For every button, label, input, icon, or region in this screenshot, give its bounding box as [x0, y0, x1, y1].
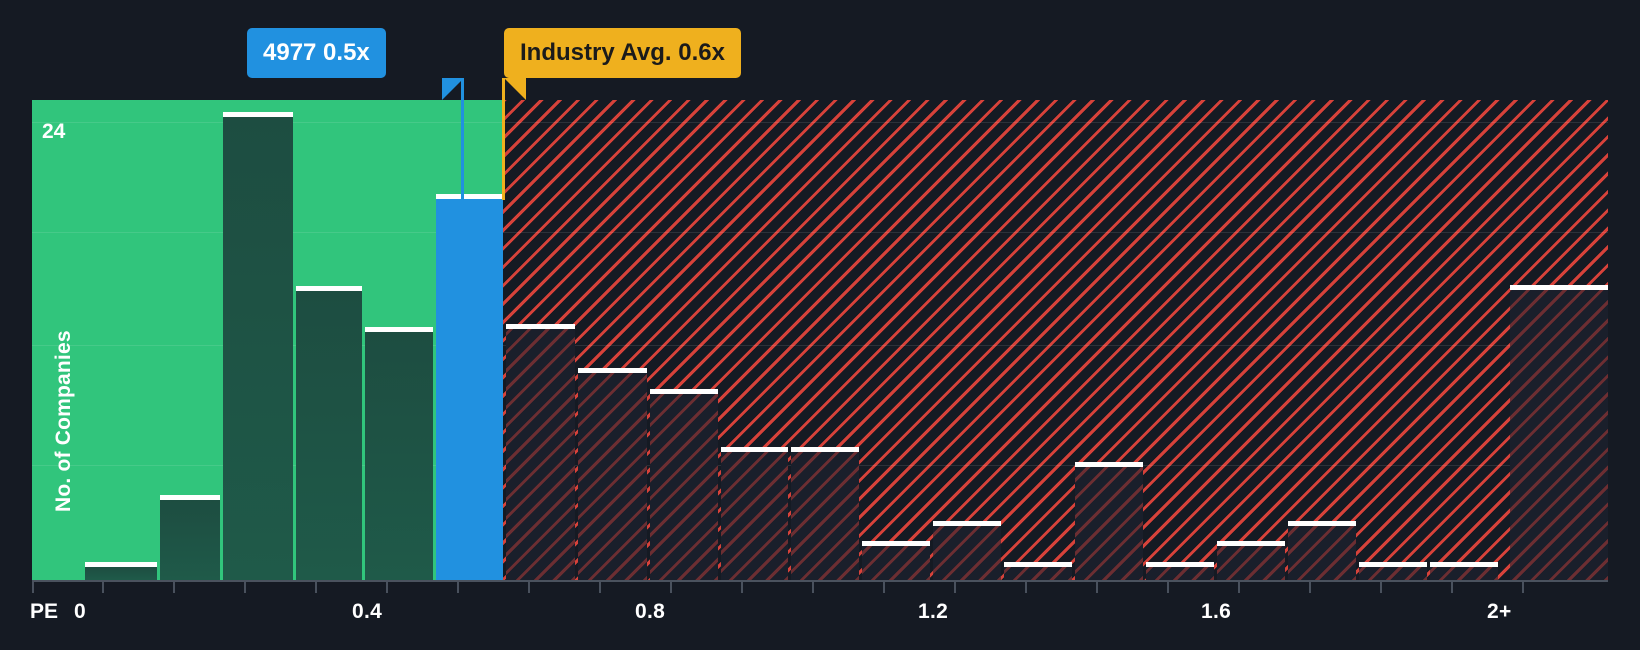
expensive-region	[503, 100, 1608, 580]
company-callout[interactable]: 4977 0.5x	[247, 28, 386, 78]
x-tick	[173, 582, 175, 593]
gridline	[32, 122, 1608, 123]
industry-callout-label: Industry Avg. 0.6x	[520, 39, 725, 66]
x-tick	[1167, 582, 1169, 593]
bar-14[interactable]	[1075, 462, 1143, 580]
gridline	[32, 345, 1608, 346]
x-tick	[1309, 582, 1311, 593]
industry-callout[interactable]: Industry Avg. 0.6x	[504, 28, 741, 78]
bar-12[interactable]	[933, 521, 1001, 580]
x-tick	[741, 582, 743, 593]
x-tick-label-0-4: 0.4	[352, 600, 383, 623]
plot-area: No. of Companies	[32, 100, 1608, 580]
bar-2[interactable]	[223, 112, 293, 580]
bar-8[interactable]	[650, 389, 718, 580]
x-tick	[883, 582, 885, 593]
x-tick	[528, 582, 530, 593]
x-tick	[244, 582, 246, 593]
x-tick	[1238, 582, 1240, 593]
bar-1[interactable]	[160, 495, 220, 580]
x-tick	[1380, 582, 1382, 593]
industry-marker-line	[502, 78, 505, 200]
x-tick	[1025, 582, 1027, 593]
x-axis-line	[32, 580, 1608, 582]
bar-15[interactable]	[1146, 562, 1214, 580]
x-tick	[1522, 582, 1524, 593]
x-tick-label-0-8: 0.8	[635, 600, 666, 623]
bar-9[interactable]	[721, 447, 788, 580]
x-tick	[386, 582, 388, 593]
x-tick	[315, 582, 317, 593]
x-tick	[954, 582, 956, 593]
bar-11[interactable]	[862, 541, 930, 580]
x-tick	[1096, 582, 1098, 593]
bar-19[interactable]	[1430, 562, 1498, 580]
company-callout-label: 4977 0.5x	[263, 39, 370, 66]
x-tick	[102, 582, 104, 593]
bar-7[interactable]	[578, 368, 647, 580]
x-tick-label-2plus: 2+	[1487, 600, 1512, 623]
bar-0[interactable]	[85, 562, 157, 580]
bar-16[interactable]	[1217, 541, 1285, 580]
bar-4[interactable]	[365, 327, 433, 580]
company-callout-tail	[442, 78, 464, 100]
x-tick	[812, 582, 814, 593]
x-tick	[32, 582, 34, 593]
bar-17[interactable]	[1288, 521, 1356, 580]
x-tick	[1451, 582, 1453, 593]
industry-callout-tail	[504, 78, 526, 100]
company-marker-line	[461, 78, 464, 200]
gridline	[32, 232, 1608, 233]
bar-10[interactable]	[791, 447, 859, 580]
bar-20[interactable]	[1510, 285, 1608, 580]
bar-3[interactable]	[296, 286, 362, 580]
x-tick-label-1-2: 1.2	[918, 600, 949, 623]
x-tick	[670, 582, 672, 593]
x-tick	[457, 582, 459, 593]
bar-18[interactable]	[1359, 562, 1427, 580]
x-axis-title: PE	[30, 600, 59, 623]
x-tick-label-1-6: 1.6	[1201, 600, 1232, 623]
x-tick	[599, 582, 601, 593]
bar-6[interactable]	[506, 324, 575, 580]
y-axis-title: No. of Companies	[52, 330, 75, 512]
x-tick-label-0: 0	[74, 600, 86, 623]
bar-5-highlighted[interactable]	[436, 194, 503, 580]
bar-13[interactable]	[1004, 562, 1072, 580]
y-axis-max-label: 24	[42, 120, 66, 143]
